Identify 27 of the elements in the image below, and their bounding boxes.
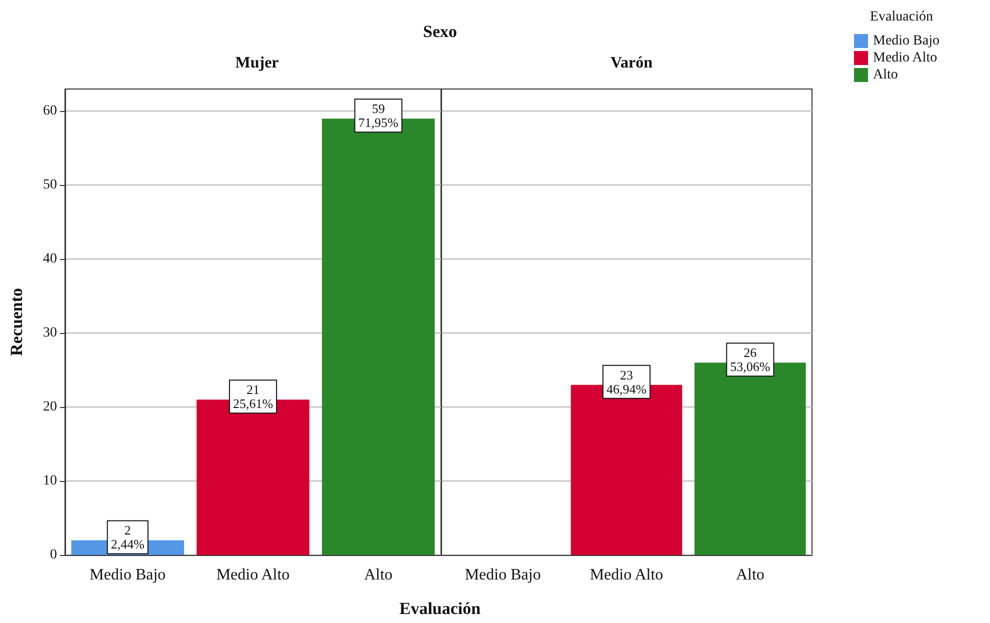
legend-label: Medio Alto [873,50,938,66]
legend-label: Alto [873,68,898,82]
y-tick-label: 30 [43,326,57,341]
x-tick-label: Alto [364,566,393,584]
y-tick-label: 50 [43,178,57,193]
chart-title: Mujer [235,54,279,72]
x-tick-label: Medio Bajo [464,566,541,584]
legend-title: Evaluación [870,10,933,24]
data-label: 21 25,61% [232,382,274,412]
data-label: 59 71,95% [358,101,399,130]
x-axis-title: Evaluación [399,599,481,619]
x-tick-label: Medio Alto [216,566,290,584]
y-tick-label: 0 [50,548,57,562]
data-label: 26 53,06% [730,345,770,374]
y-tick-label: 20 [43,400,57,415]
x-tick-label: Alto [736,566,764,584]
chart-title: Varón [610,54,653,72]
y-tick-label: 10 [43,474,57,489]
x-tick-label: Medio Bajo [90,566,166,584]
legend-label: Medio Bajo [873,34,940,48]
y-axis-title: Recuento [7,288,26,356]
data-label: 23 46,94% [606,367,647,396]
data-label: 2 2,44% [110,522,145,552]
x-tick-label: Medio Alto [590,566,664,584]
y-tick-label: 60 [43,104,57,119]
text: Sexo [423,22,457,42]
y-tick-label: 40 [43,252,57,267]
